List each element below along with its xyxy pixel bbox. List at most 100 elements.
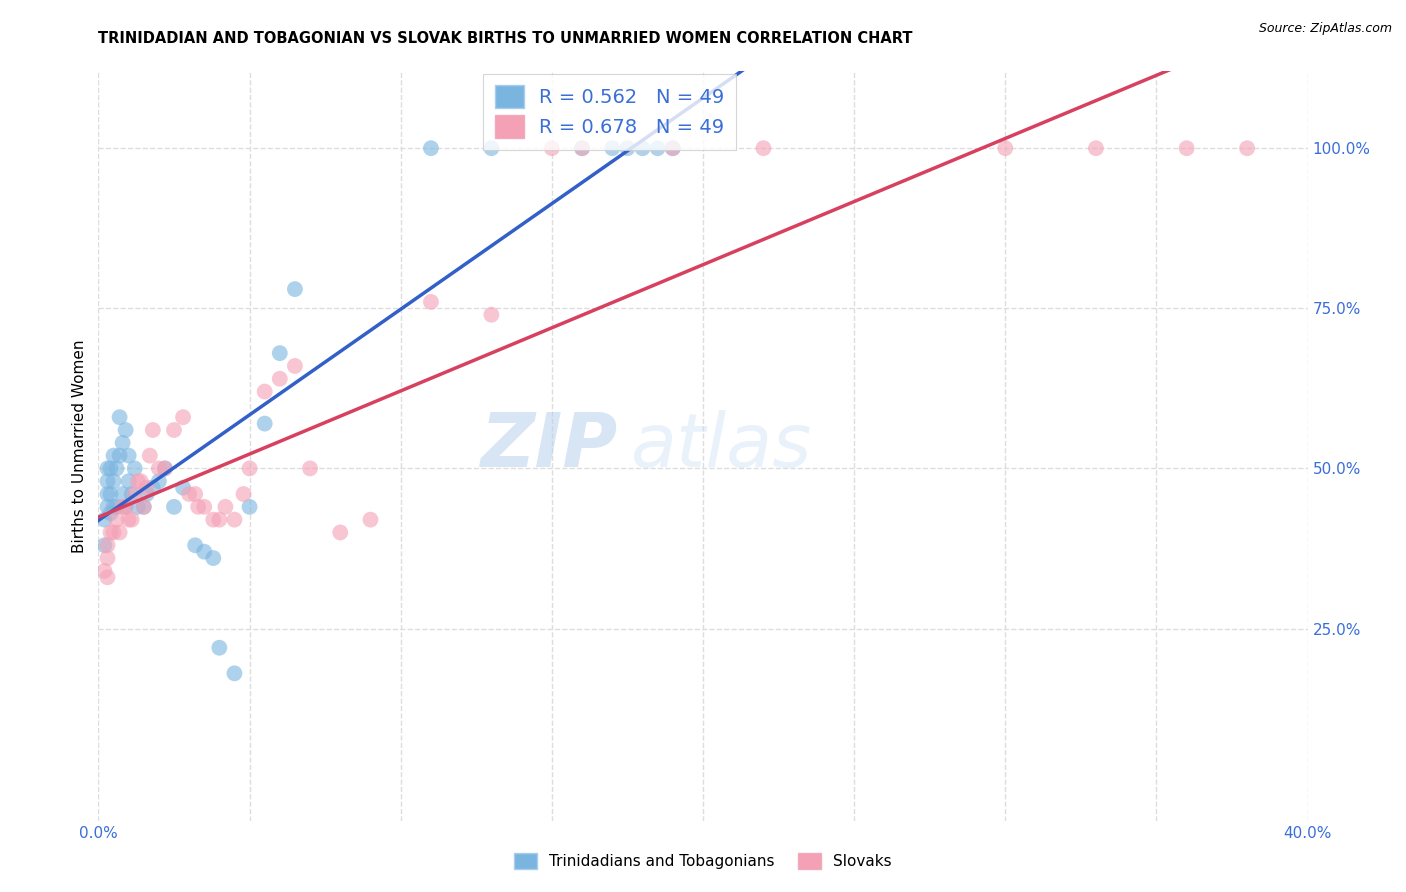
Point [187,500,209,514]
Point [571,141,593,155]
Point [108,449,131,463]
Point [239,461,262,475]
Point [142,481,165,495]
Point [202,551,225,566]
Text: TRINIDADIAN AND TOBAGONIAN VS SLOVAK BIRTHS TO UNMARRIED WOMEN CORRELATION CHART: TRINIDADIAN AND TOBAGONIAN VS SLOVAK BIR… [98,31,912,46]
Point [148,474,170,488]
Point [163,500,186,514]
Point [193,544,215,558]
Point [420,141,443,155]
Point [100,461,122,475]
Point [420,294,443,309]
Point [224,666,246,681]
Text: ZIP: ZIP [481,409,619,483]
Point [481,141,503,155]
Point [132,500,155,514]
Y-axis label: Births to Unmarried Women: Births to Unmarried Women [72,339,87,553]
Point [103,449,125,463]
Point [121,487,143,501]
Point [153,461,176,475]
Point [103,525,125,540]
Point [329,525,352,540]
Point [96,474,118,488]
Point [193,500,215,514]
Point [202,513,225,527]
Text: Source: ZipAtlas.com: Source: ZipAtlas.com [1258,22,1392,36]
Point [571,141,593,155]
Point [93,513,115,527]
Point [96,538,118,552]
Legend: Trinidadians and Tobagonians, Slovaks: Trinidadians and Tobagonians, Slovaks [508,847,898,875]
Point [179,487,201,501]
Point [148,461,170,475]
Point [360,513,382,527]
Point [93,538,115,552]
Point [96,551,118,566]
Point [661,141,683,155]
Point [184,538,207,552]
Point [631,141,654,155]
Point [284,282,307,296]
Point [121,513,143,527]
Point [105,500,128,514]
Point [100,487,122,501]
Point [208,640,231,655]
Point [111,435,134,450]
Point [1175,141,1198,155]
Point [114,500,136,514]
Point [118,513,141,527]
Point [118,474,141,488]
Point [253,384,276,399]
Point [114,500,136,514]
Point [96,570,118,584]
Point [284,359,307,373]
Point [124,487,146,501]
Point [127,500,149,514]
Point [994,141,1017,155]
Point [103,474,125,488]
Point [111,487,134,501]
Point [105,513,128,527]
Point [481,308,503,322]
Point [93,564,115,578]
Point [100,525,122,540]
Point [602,141,624,155]
Point [127,474,149,488]
Point [108,410,131,425]
Point [118,449,141,463]
Point [135,481,157,495]
Point [269,372,291,386]
Point [129,474,152,488]
Point [253,417,276,431]
Point [214,500,236,514]
Point [124,461,146,475]
Point [232,487,254,501]
Point [96,461,118,475]
Point [114,423,136,437]
Point [100,506,122,520]
Point [1236,141,1258,155]
Point [153,461,176,475]
Point [111,500,134,514]
Point [142,423,165,437]
Point [172,481,194,495]
Point [540,141,562,155]
Point [239,500,262,514]
Point [661,141,683,155]
Point [208,513,231,527]
Point [96,500,118,514]
Point [172,410,194,425]
Point [647,141,669,155]
Point [163,423,186,437]
Point [132,500,155,514]
Point [184,487,207,501]
Point [752,141,775,155]
Point [616,141,638,155]
Point [1085,141,1108,155]
Point [135,487,157,501]
Point [103,500,125,514]
Legend: R = 0.562   N = 49, R = 0.678   N = 49: R = 0.562 N = 49, R = 0.678 N = 49 [484,73,737,150]
Point [269,346,291,360]
Point [108,525,131,540]
Point [224,513,246,527]
